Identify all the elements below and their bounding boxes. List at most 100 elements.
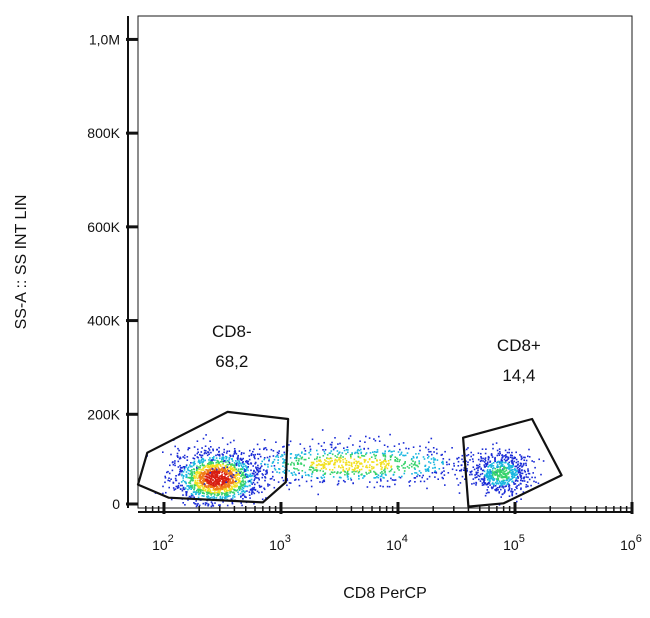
event-dot [341, 452, 344, 454]
event-dot [271, 471, 274, 473]
event-dot [178, 473, 181, 476]
event-dot [253, 473, 255, 475]
event-dot [494, 489, 496, 491]
event-dot [254, 457, 256, 460]
event-dot [489, 471, 492, 474]
event-dot [503, 473, 505, 475]
event-dot [336, 450, 339, 452]
event-dot [492, 476, 495, 479]
event-dot [391, 479, 394, 481]
event-dot [489, 464, 492, 466]
event-dot [176, 487, 179, 489]
event-dot [203, 485, 206, 487]
event-dot [508, 463, 510, 466]
event-dot [293, 467, 295, 469]
event-dot [430, 450, 432, 453]
event-dot [208, 466, 210, 469]
event-dot [219, 485, 222, 487]
event-dot [502, 461, 504, 464]
event-dot [328, 463, 331, 465]
event-dot [516, 485, 518, 487]
event-dot [206, 495, 208, 498]
event-dot [519, 464, 522, 467]
event-dot [242, 498, 244, 500]
event-dot [351, 452, 353, 454]
event-dot [390, 469, 392, 472]
event-dot [424, 464, 427, 467]
event-dot [206, 469, 209, 471]
event-dot [209, 489, 211, 492]
event-dot [328, 452, 331, 454]
event-dot [216, 493, 219, 495]
event-dot [232, 469, 235, 471]
event-dot [296, 462, 299, 464]
event-dot [459, 482, 462, 484]
event-dot [517, 463, 519, 465]
event-dot [225, 461, 227, 463]
event-dot [497, 478, 500, 480]
event-dot [261, 460, 263, 463]
event-dot [176, 486, 179, 488]
event-dot [304, 458, 307, 461]
event-dot [355, 460, 357, 463]
event-dot [206, 466, 209, 469]
event-dot [274, 469, 277, 471]
event-dot [265, 470, 267, 473]
event-dot [401, 464, 403, 467]
event-dot [191, 487, 194, 489]
event-dot [242, 483, 245, 486]
event-dot [394, 456, 397, 458]
event-dot [312, 467, 315, 470]
event-dot [433, 459, 435, 461]
event-dot [247, 474, 249, 476]
event-dot [339, 461, 341, 463]
event-dot [275, 441, 277, 443]
event-dot [224, 493, 227, 495]
event-dot [162, 492, 164, 495]
event-dot [249, 479, 252, 482]
event-dot [218, 476, 220, 479]
event-dot [240, 492, 242, 495]
event-dot [222, 457, 224, 460]
event-dot [216, 468, 218, 471]
event-dot [488, 464, 491, 467]
event-dot [511, 476, 514, 478]
event-dot [508, 451, 510, 454]
event-dot [199, 475, 202, 478]
event-dot [388, 450, 390, 453]
event-dot [325, 460, 327, 462]
event-dot [346, 471, 349, 473]
event-dot [235, 453, 238, 455]
event-dot [191, 473, 193, 475]
event-dot [486, 470, 489, 472]
event-dot [212, 459, 214, 461]
event-dot [178, 458, 181, 460]
event-dot [398, 469, 400, 471]
event-dot [517, 460, 519, 463]
event-dot [427, 441, 430, 444]
event-dot [232, 454, 234, 457]
event-dot [324, 452, 326, 455]
event-dot [221, 469, 224, 472]
event-dot [248, 458, 251, 461]
event-dot [516, 470, 519, 472]
event-dot [380, 462, 383, 464]
event-dot [222, 492, 224, 495]
event-dot [193, 468, 195, 470]
event-dot [374, 455, 376, 457]
event-dot [228, 486, 230, 488]
event-dot [520, 479, 522, 482]
event-dot [170, 498, 173, 501]
event-dot [337, 443, 339, 445]
event-dot [506, 479, 508, 482]
event-dot [184, 466, 186, 468]
event-dot [220, 488, 222, 490]
event-dot [179, 464, 181, 467]
event-dot [203, 486, 205, 489]
event-dot [537, 482, 540, 485]
event-dot [220, 484, 223, 487]
event-dot [309, 448, 312, 451]
event-dot [432, 461, 435, 463]
event-dot [210, 463, 212, 465]
event-dot [236, 457, 239, 459]
